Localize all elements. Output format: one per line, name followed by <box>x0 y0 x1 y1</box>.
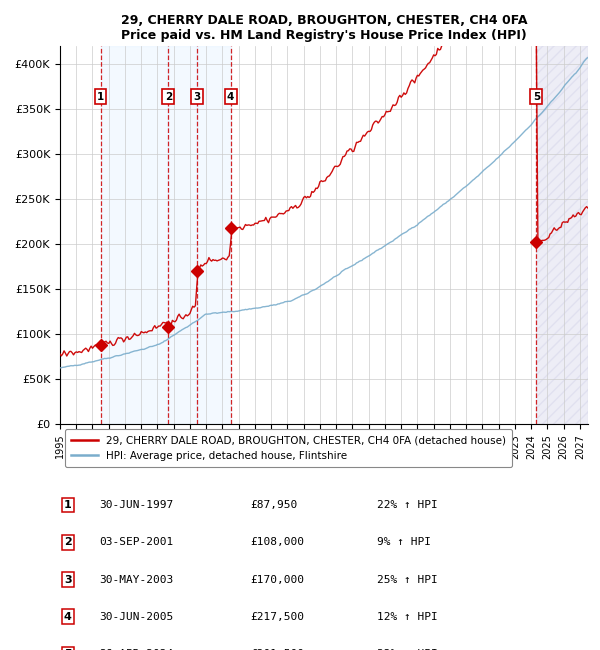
Text: £217,500: £217,500 <box>250 612 304 622</box>
Bar <box>536 46 588 424</box>
Text: 1: 1 <box>64 500 72 510</box>
Text: 4: 4 <box>227 92 234 101</box>
Text: £108,000: £108,000 <box>250 538 304 547</box>
Text: 3: 3 <box>64 575 72 584</box>
Text: 25% ↑ HPI: 25% ↑ HPI <box>377 575 437 584</box>
Text: 5: 5 <box>533 92 540 101</box>
Text: 30-MAY-2003: 30-MAY-2003 <box>100 575 174 584</box>
Text: 9% ↑ HPI: 9% ↑ HPI <box>377 538 431 547</box>
Text: £201,500: £201,500 <box>250 649 304 650</box>
Text: 12% ↑ HPI: 12% ↑ HPI <box>377 612 437 622</box>
Text: 2: 2 <box>165 92 172 101</box>
Text: 22% ↑ HPI: 22% ↑ HPI <box>377 500 437 510</box>
Legend: 29, CHERRY DALE ROAD, BROUGHTON, CHESTER, CH4 0FA (detached house), HPI: Average: 29, CHERRY DALE ROAD, BROUGHTON, CHESTER… <box>65 429 512 467</box>
Text: 26-APR-2024: 26-APR-2024 <box>100 649 174 650</box>
Title: 29, CHERRY DALE ROAD, BROUGHTON, CHESTER, CH4 0FA
Price paid vs. HM Land Registr: 29, CHERRY DALE ROAD, BROUGHTON, CHESTER… <box>121 14 527 42</box>
Text: £170,000: £170,000 <box>250 575 304 584</box>
Bar <box>101 46 169 424</box>
Bar <box>197 46 230 424</box>
Text: 32% ↓ HPI: 32% ↓ HPI <box>377 649 437 650</box>
Text: 5: 5 <box>64 649 72 650</box>
Text: 3: 3 <box>193 92 200 101</box>
Text: 1: 1 <box>97 92 104 101</box>
Text: 30-JUN-2005: 30-JUN-2005 <box>100 612 174 622</box>
Text: 03-SEP-2001: 03-SEP-2001 <box>100 538 174 547</box>
Text: 30-JUN-1997: 30-JUN-1997 <box>100 500 174 510</box>
Text: £87,950: £87,950 <box>250 500 298 510</box>
Text: 2: 2 <box>64 538 72 547</box>
Bar <box>169 46 197 424</box>
Text: 4: 4 <box>64 612 72 622</box>
